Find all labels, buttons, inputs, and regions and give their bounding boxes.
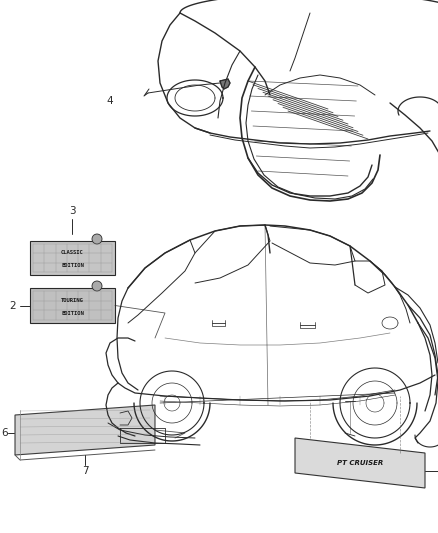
Text: CLASSIC: CLASSIC: [61, 251, 84, 255]
Text: 2: 2: [10, 301, 16, 311]
Bar: [30, 241, 115, 275]
Text: TOURING: TOURING: [61, 298, 84, 303]
Polygon shape: [15, 405, 155, 455]
Text: PT CRUISER: PT CRUISER: [336, 460, 382, 466]
Circle shape: [92, 234, 102, 244]
Polygon shape: [294, 438, 424, 488]
Bar: [30, 288, 115, 323]
Text: EDITION: EDITION: [61, 263, 84, 268]
Text: 7: 7: [81, 466, 88, 476]
Text: 3: 3: [68, 206, 75, 216]
Text: EDITION: EDITION: [61, 311, 84, 316]
Polygon shape: [219, 79, 230, 89]
Text: 4: 4: [106, 96, 113, 106]
Circle shape: [92, 281, 102, 291]
Text: 6: 6: [2, 428, 8, 438]
Polygon shape: [120, 411, 132, 425]
